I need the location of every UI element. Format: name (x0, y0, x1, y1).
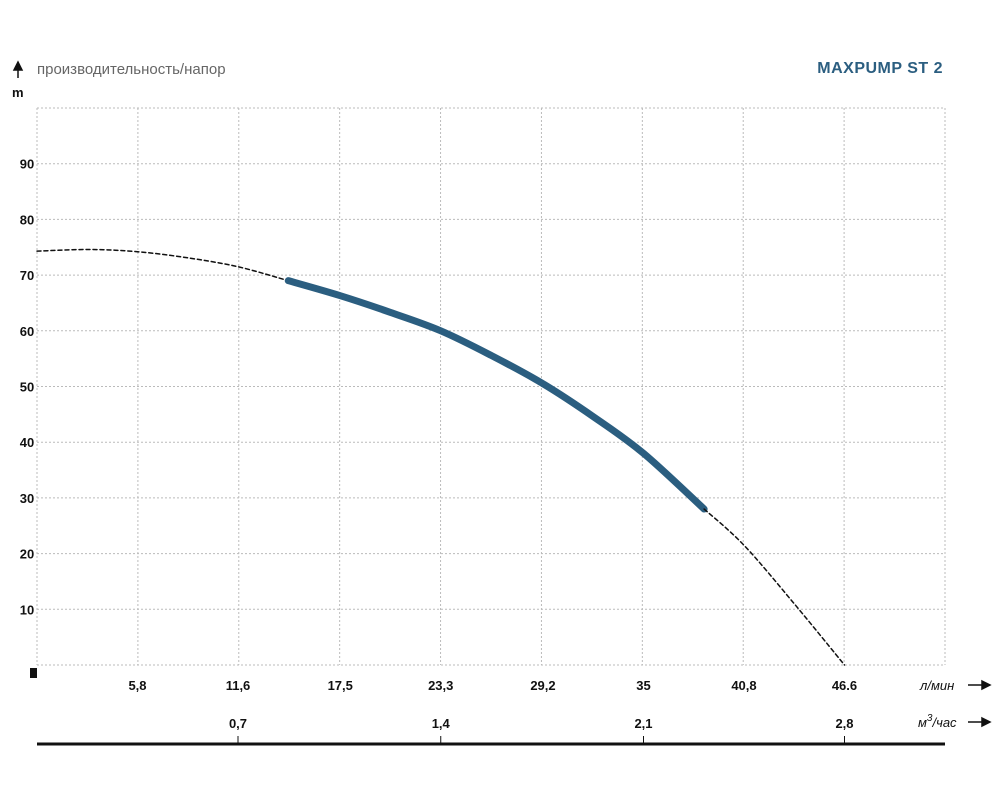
x-tick-label: 46.6 (832, 678, 857, 693)
chart-subtitle: производительность/напор (37, 61, 226, 78)
x2-tick-label: 0,7 (229, 716, 247, 731)
labels: m производительность/напор MAXPUMP ST 2 … (12, 60, 992, 746)
grid (36, 107, 946, 666)
x2-axis-label: м3/час (918, 713, 957, 730)
x-axis-arrow-icon (968, 679, 992, 691)
x2-tick-label: 1,4 (432, 716, 451, 731)
y-tick-label: 90 (20, 157, 34, 172)
x-axis-label: л/мин (919, 678, 954, 693)
y-tick-label: 40 (20, 435, 34, 450)
y-axis-arrow-icon (12, 60, 24, 78)
x-tick-label: 17,5 (328, 678, 353, 693)
x2-tick-label: 2,8 (835, 716, 853, 731)
y-tick-label: 80 (20, 212, 34, 227)
chart-title: MAXPUMP ST 2 (817, 60, 943, 77)
origin-marker (30, 668, 37, 678)
x2-tick-label: 2,1 (634, 716, 652, 731)
series-extrapolated-low (36, 248, 290, 282)
x-tick-label: 40,8 (731, 678, 756, 693)
x-tick-label: 29,2 (530, 678, 555, 693)
y-axis-label: m (12, 85, 24, 100)
x-tick-label: 35 (636, 678, 650, 693)
x2-axis-arrow-icon (968, 716, 992, 728)
y-tick-label: 50 (20, 380, 34, 395)
series-operating-range (284, 277, 708, 513)
series (36, 248, 846, 666)
y-tick-label: 60 (20, 324, 34, 339)
x-tick-label: 5,8 (128, 678, 146, 693)
series-extrapolated-high (703, 508, 846, 666)
y-tick-label: 70 (20, 268, 34, 283)
y-tick-label: 30 (20, 491, 34, 506)
y-tick-label: 20 (20, 547, 34, 562)
x-tick-label: 11,6 (226, 678, 251, 693)
y-tick-label: 10 (20, 602, 34, 617)
x-tick-label: 23,3 (428, 678, 453, 693)
